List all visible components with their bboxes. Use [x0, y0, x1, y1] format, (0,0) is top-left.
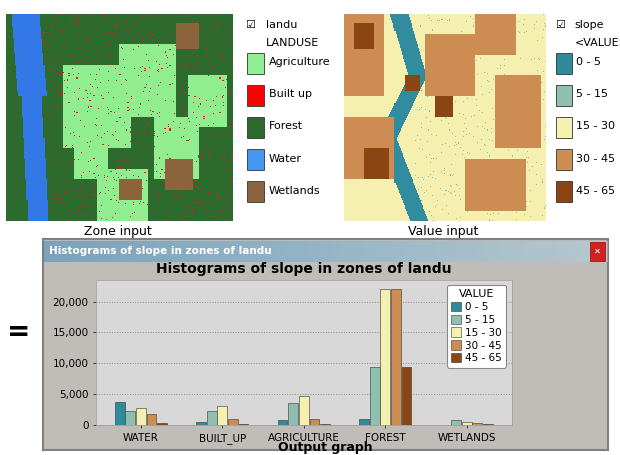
Text: <VALUE>: <VALUE>: [574, 39, 620, 49]
Bar: [136, 408, 146, 425]
Bar: [556, 117, 572, 138]
Text: 0 - 5: 0 - 5: [576, 57, 601, 67]
Bar: [462, 422, 472, 425]
Bar: [381, 289, 390, 425]
Text: Built up: Built up: [269, 89, 312, 99]
Bar: [288, 403, 298, 425]
Bar: [146, 414, 156, 425]
Bar: [556, 85, 572, 106]
Bar: [309, 419, 319, 425]
Text: landu: landu: [266, 20, 298, 30]
Bar: [207, 411, 216, 425]
Bar: [115, 402, 125, 425]
Bar: [247, 85, 264, 106]
Bar: [125, 410, 135, 425]
Legend: 0 - 5, 5 - 15, 15 - 30, 30 - 45, 45 - 65: 0 - 5, 5 - 15, 15 - 30, 30 - 45, 45 - 65: [446, 285, 507, 368]
Text: Histograms of slope in zones of landu: Histograms of slope in zones of landu: [49, 247, 272, 256]
Bar: [197, 422, 206, 425]
Text: Forest: Forest: [269, 121, 303, 131]
Bar: [247, 117, 264, 138]
Text: ✕: ✕: [594, 247, 601, 256]
Text: Wetlands: Wetlands: [269, 186, 321, 196]
Text: 30 - 45: 30 - 45: [576, 154, 615, 163]
Bar: [359, 419, 369, 425]
Bar: [157, 423, 167, 425]
Text: 45 - 65: 45 - 65: [576, 186, 615, 196]
Bar: [556, 53, 572, 74]
Bar: [218, 406, 227, 425]
Text: Output graph: Output graph: [278, 441, 373, 454]
Text: =: =: [7, 318, 30, 346]
Bar: [556, 149, 572, 170]
Text: 5 - 15: 5 - 15: [576, 89, 608, 99]
Bar: [278, 420, 288, 425]
Text: 15 - 30: 15 - 30: [576, 121, 615, 131]
Bar: [247, 53, 264, 74]
Bar: [556, 182, 572, 202]
Text: Agriculture: Agriculture: [269, 57, 330, 67]
Bar: [320, 424, 330, 425]
Text: LANDUSE: LANDUSE: [266, 39, 319, 49]
Bar: [402, 367, 411, 425]
Bar: [590, 242, 605, 261]
Bar: [451, 420, 461, 425]
Text: Water: Water: [269, 154, 302, 163]
Title: Histograms of slope in zones of landu: Histograms of slope in zones of landu: [156, 262, 451, 276]
Bar: [370, 367, 379, 425]
Bar: [299, 396, 309, 425]
Text: Zone input: Zone input: [84, 225, 152, 238]
Bar: [483, 424, 493, 425]
Bar: [247, 149, 264, 170]
Bar: [472, 423, 482, 425]
Text: ☑: ☑: [245, 20, 255, 30]
Bar: [391, 289, 401, 425]
Bar: [247, 182, 264, 202]
Bar: [228, 419, 238, 425]
Text: ☑: ☑: [555, 20, 565, 30]
Text: Value input: Value input: [408, 225, 479, 238]
Text: slope: slope: [574, 20, 604, 30]
